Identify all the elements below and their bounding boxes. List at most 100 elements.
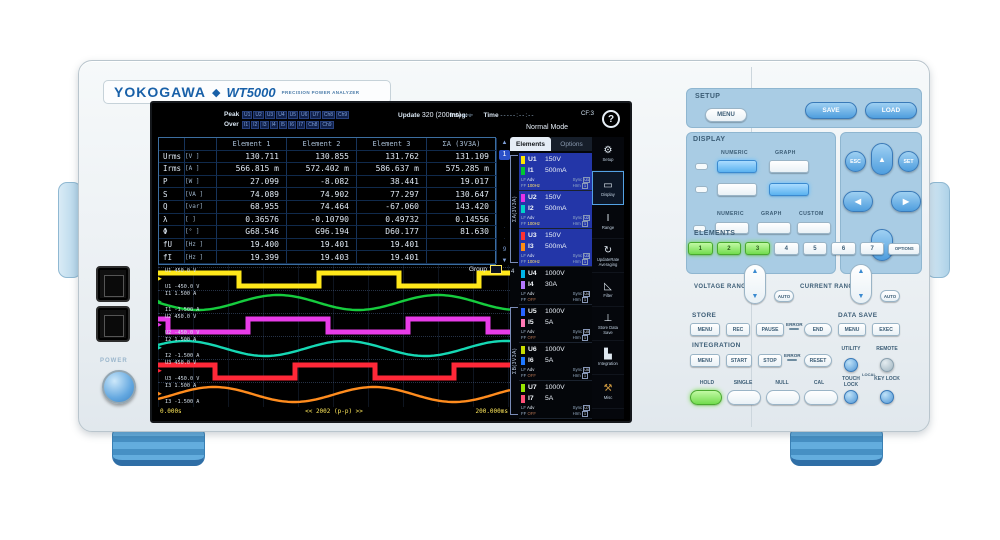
integration-icon[interactable]: ▙ Integration (592, 341, 624, 375)
element-key-4[interactable]: 4 (773, 242, 799, 255)
current-range-down[interactable]: ▼ (857, 293, 865, 300)
voltage-channel: U4 (528, 270, 537, 277)
element-key-7[interactable]: 7 (859, 242, 885, 255)
display-graph-button-row1[interactable] (769, 160, 809, 173)
power-button[interactable] (102, 370, 136, 404)
element-key-6[interactable]: 6 (831, 242, 856, 255)
touch-lock-button[interactable] (844, 390, 858, 404)
filter-settings: LF Adv FF 100Hz (521, 215, 540, 226)
hold-button[interactable] (690, 390, 722, 405)
measurement-value: 68.955 (217, 200, 287, 214)
lcd-screen[interactable]: Peak U1 U2 U3 U4 U5 U6 U7 Ch8 Ch9 Over I1 I2 I3 I4 I… (150, 101, 632, 423)
measurement-value (427, 238, 497, 252)
display-numeric-button-row3[interactable] (715, 222, 749, 234)
store-end-button[interactable]: END (804, 323, 832, 336)
element-key-3[interactable]: 3 (745, 242, 770, 255)
element-entry-1[interactable]: U1 150V I1 500mA LF Adv FF 100Hz Sync U1 Hrm 1 (519, 153, 592, 191)
row-param: Φ (159, 226, 185, 239)
left-arrow-button[interactable]: ◀ (843, 191, 873, 212)
range-icon[interactable]: I Range (592, 205, 624, 239)
display-graph-button-row3[interactable] (757, 222, 791, 234)
element-sub-settings: LF Adv FF OFF Sync U6 Hrm 1 (521, 366, 592, 379)
display-icon[interactable]: ▭ Display (592, 171, 624, 205)
right-arrow-button[interactable]: ▶ (891, 191, 921, 212)
display-numeric-button-row1[interactable] (717, 160, 757, 173)
integration-reset-button[interactable]: RESET (804, 354, 832, 367)
set-button[interactable]: SET (898, 151, 919, 172)
utility-button[interactable] (844, 358, 858, 372)
display-custom-label: CUSTOM (799, 211, 824, 217)
store-menu-button[interactable]: MENU (690, 323, 720, 336)
measurement-value: 586.637 m (357, 163, 427, 176)
display-graph-button-row2[interactable] (769, 183, 809, 196)
voltage-row: U5 1000V (521, 306, 592, 317)
help-icon[interactable]: ? (602, 110, 620, 128)
filter-icon[interactable]: ◺ Filter (592, 273, 624, 307)
element-entry-3[interactable]: U3 150V I3 500mA LF Adv FF 100Hz Sync U3 Hrm 1 (519, 229, 592, 267)
element-entry-5[interactable]: U5 1000V I5 5A LF Adv FF OFF Sync U5 Hrm 1 (519, 305, 592, 343)
store-rec-button[interactable]: REC (726, 323, 750, 336)
display-numeric-button-row2[interactable] (717, 183, 757, 196)
page-scrollbar[interactable]: ▲ 1 · · 9 ▼ (498, 137, 511, 265)
display-graph-label-1: GRAPH (775, 150, 796, 156)
integration-label: INTEGRATION (692, 342, 741, 349)
sidebar-tab-options[interactable]: Options (551, 137, 592, 151)
element-entry-7[interactable]: U7 1000V I7 5A LF Adv FF OFF Sync U7 Hrm 1 (519, 381, 592, 419)
store-pause-button[interactable]: PAUSE (756, 323, 784, 336)
key-lock-button[interactable] (880, 390, 894, 404)
element-key-2[interactable]: 2 (716, 242, 742, 255)
integration-menu-button[interactable]: MENU (690, 354, 720, 367)
esc-button[interactable]: ESC (845, 151, 866, 172)
remote-button[interactable] (880, 358, 894, 372)
null-button[interactable] (766, 390, 800, 405)
column-header: Element 2 (287, 138, 357, 151)
misc-icon[interactable]: ⚒ Misc (592, 375, 624, 409)
wiring-group-4-label: 4 (511, 269, 515, 275)
display-custom-button[interactable] (797, 222, 831, 234)
store-data-save-icon[interactable]: ⊥ Store Data Save (592, 307, 624, 341)
element-entry-4[interactable]: U4 1000V I4 30A LF Adv FF OFF Sync U4 Hrm 1 (519, 267, 592, 305)
group-selector-box[interactable] (490, 265, 502, 274)
single-button[interactable] (727, 390, 761, 405)
axis-start-time: 0.000s (160, 408, 182, 415)
power-label: POWER (100, 358, 128, 364)
current-auto-button[interactable]: AUTO (880, 290, 900, 302)
waveform-group-control[interactable]: Group (469, 265, 502, 274)
pager-last-page[interactable]: 9 (502, 247, 507, 253)
element-entry-2[interactable]: U2 150V I2 500mA LF Adv FF 100Hz Sync U2 Hrm 1 (519, 191, 592, 229)
element-entry-6[interactable]: U6 1000V I6 5A LF Adv FF OFF Sync U6 Hrm 1 (519, 343, 592, 381)
element-key-1[interactable]: 1 (688, 242, 713, 255)
element-options-key[interactable]: OPTIONS (888, 242, 921, 255)
filter-icon-label: Filter (603, 293, 613, 298)
pager-up-icon[interactable]: ▲ (501, 140, 508, 146)
sidebar-tab-elements[interactable]: Elements (510, 137, 551, 151)
voltage-range-down[interactable]: ▼ (751, 293, 759, 300)
data-save-menu-button[interactable]: MENU (838, 323, 866, 336)
pager-current-page[interactable]: 1 (499, 150, 510, 160)
cal-button[interactable] (804, 390, 838, 405)
usb-port-top[interactable] (96, 266, 130, 302)
voltage-range: 150V (545, 194, 561, 201)
voltage-auto-button[interactable]: AUTO (774, 290, 794, 302)
voltage-range-rocker[interactable]: ▲ ▼ (744, 264, 766, 304)
setup-menu-button[interactable]: MENU (705, 108, 747, 122)
trace-zero-marker: ▶ (158, 299, 162, 305)
trace-bottom-label: I3 -1.500 A (165, 399, 200, 405)
row-unit: [Hz ] (185, 251, 217, 264)
integration-stop-button[interactable]: STOP (758, 354, 782, 367)
data-save-exec-button[interactable]: EXEC (872, 323, 900, 336)
element-sidebar: Elements Options U1 150V I1 500mA LF Adv FF 10… (510, 137, 592, 419)
integration-start-button[interactable]: START (726, 354, 752, 367)
setup-icon[interactable]: ⚙ Setup (592, 137, 624, 171)
pager-down-icon[interactable]: ▼ (501, 258, 508, 264)
usb-port-bottom[interactable] (96, 306, 130, 342)
current-range-up[interactable]: ▲ (857, 268, 865, 275)
save-button[interactable]: SAVE (805, 102, 857, 119)
load-button[interactable]: LOAD (865, 102, 917, 119)
update-rate-averaging-icon[interactable]: ↻ UpdateRate Averaging (592, 239, 624, 273)
up-arrow-button[interactable]: ▲ (871, 143, 893, 175)
current-color-chip (521, 318, 525, 327)
voltage-range-up[interactable]: ▲ (751, 268, 759, 275)
element-key-5[interactable]: 5 (802, 242, 828, 255)
current-range-rocker[interactable]: ▲ ▼ (850, 264, 872, 304)
